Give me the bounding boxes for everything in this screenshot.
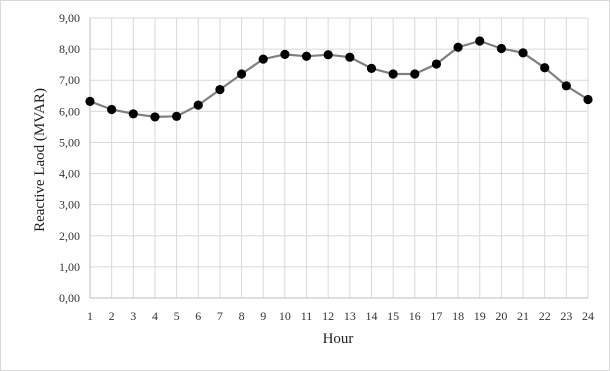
x-tick-label: 2	[109, 309, 115, 323]
x-tick-label: 1	[87, 309, 93, 323]
x-axis-title: Hour	[323, 331, 354, 347]
data-point	[583, 94, 593, 105]
x-tick-label: 20	[495, 309, 507, 323]
x-tick-label: 8	[239, 309, 245, 323]
x-tick-label: 9	[260, 309, 266, 323]
data-point	[172, 111, 182, 121]
x-tick-label: 16	[409, 309, 421, 323]
x-tick-label: 19	[474, 309, 486, 323]
data-point	[540, 63, 550, 73]
data-point	[323, 50, 333, 60]
x-tick-label: 24	[582, 309, 594, 323]
series-group	[85, 36, 593, 122]
x-tick-label: 7	[217, 309, 223, 323]
data-point	[496, 43, 506, 54]
y-tick-labels: 0,00 1,00 2,00 3,00 4,00 5,00 6,00 7,00 8,00 9,00	[59, 11, 80, 305]
x-tick-label: 11	[301, 309, 313, 323]
data-point	[150, 112, 160, 122]
x-tick-label: 18	[452, 309, 464, 323]
data-point	[345, 52, 355, 62]
y-tick-label: 2,00	[59, 229, 80, 243]
y-tick-label: 8,00	[59, 42, 80, 56]
data-point	[236, 69, 247, 79]
y-tick-label: 4,00	[59, 167, 80, 181]
data-point	[431, 59, 442, 69]
x-tick-label: 21	[517, 309, 529, 323]
x-tick-label: 13	[344, 309, 356, 323]
data-point	[388, 69, 398, 79]
x-tick-label: 3	[130, 309, 136, 323]
data-point	[193, 100, 203, 110]
y-axis-title: Reactive Laod (MVAR)	[32, 88, 48, 232]
data-point	[258, 54, 268, 64]
axes	[89, 18, 588, 299]
data-point	[215, 84, 225, 95]
x-tick-label: 15	[387, 309, 399, 323]
x-tick-label: 6	[195, 309, 201, 323]
data-point	[366, 63, 377, 73]
data-point	[301, 51, 312, 61]
data-point	[128, 109, 138, 119]
data-point	[453, 42, 463, 52]
y-tick-label: 9,00	[59, 11, 80, 25]
x-tick-labels: 1 2 3 4 5 6 7 8 9 10 11 12 13 14 15 16 17 18 19 20 21 22 23 24	[87, 309, 594, 323]
data-point	[475, 36, 485, 46]
y-tick-label: 0,00	[59, 291, 80, 305]
x-tick-label: 4	[152, 309, 158, 323]
gridlines	[90, 17, 589, 298]
data-point	[280, 49, 290, 60]
series-line	[89, 39, 589, 119]
data-point	[410, 69, 420, 79]
y-tick-label: 5,00	[59, 135, 80, 149]
x-tick-label: 10	[279, 309, 291, 323]
data-point	[561, 81, 571, 91]
x-tick-label: 22	[539, 309, 551, 323]
y-tick-label: 6,00	[59, 104, 80, 118]
y-tick-label: 1,00	[59, 260, 80, 274]
x-tick-label: 5	[174, 309, 180, 323]
data-point	[518, 48, 528, 58]
y-tick-label: 7,00	[59, 73, 80, 87]
x-tick-label: 17	[430, 309, 442, 323]
x-tick-label: 14	[365, 309, 377, 323]
data-point	[85, 96, 95, 106]
y-tick-label: 3,00	[59, 198, 80, 212]
data-point	[107, 104, 117, 115]
x-tick-label: 23	[560, 309, 572, 323]
x-tick-label: 12	[322, 309, 334, 323]
